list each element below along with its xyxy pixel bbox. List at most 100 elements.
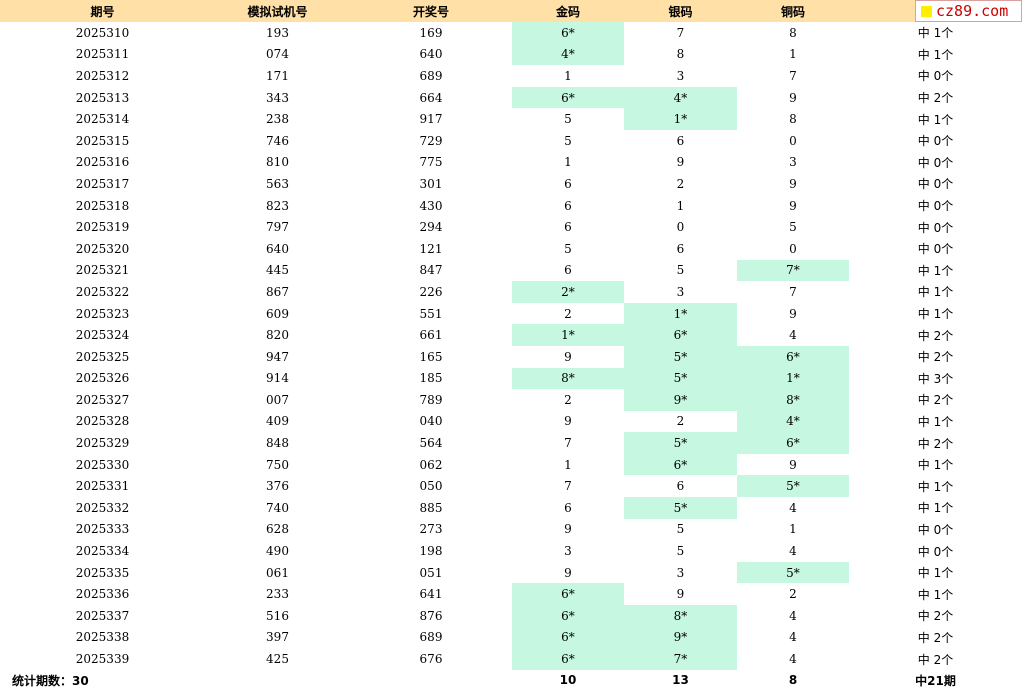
table-row: 2025310 193 169 6* 7 8 中 1个 xyxy=(0,22,1022,44)
hit-total: 中21期 xyxy=(915,673,956,688)
hit-cell: 中 0个 xyxy=(917,134,954,149)
draw-number-cell: 294 xyxy=(419,220,443,235)
gold-cell: 7 xyxy=(564,479,572,494)
hit-cell: 中 1个 xyxy=(917,26,954,41)
hit-cell: 中 1个 xyxy=(917,501,954,516)
gold-cell: 6 xyxy=(564,220,572,235)
sim-number-cell: 238 xyxy=(266,112,289,127)
silver-cell: 5 xyxy=(676,522,685,537)
bronze-cell: 9 xyxy=(789,176,797,191)
silver-cell: 9* xyxy=(624,626,737,649)
header-silver: 银码 xyxy=(624,0,737,22)
draw-number-cell: 661 xyxy=(419,328,443,343)
gold-cell: 6 xyxy=(564,263,572,278)
gold-cell: 5 xyxy=(564,133,572,148)
draw-number-cell: 165 xyxy=(419,349,443,364)
hit-cell: 中 1个 xyxy=(917,414,954,429)
gold-cell: 6 xyxy=(564,500,572,515)
header-gold: 金码 xyxy=(512,0,624,22)
sim-number-cell: 516 xyxy=(266,608,289,623)
sim-number-cell: 007 xyxy=(266,392,289,407)
silver-cell: 5* xyxy=(624,432,737,454)
draw-number-cell: 564 xyxy=(419,436,443,451)
period-cell: 2025328 xyxy=(75,414,130,429)
period-cell: 2025319 xyxy=(75,220,130,235)
bronze-cell: 2 xyxy=(789,587,797,602)
period-cell: 2025318 xyxy=(75,198,130,213)
sim-number-cell: 490 xyxy=(266,544,289,559)
gold-cell: 5 xyxy=(564,112,572,127)
period-cell: 2025324 xyxy=(75,328,130,343)
sim-number-cell: 233 xyxy=(266,587,289,602)
sim-number-cell: 409 xyxy=(266,414,289,429)
period-cell: 2025338 xyxy=(75,630,130,645)
gold-cell: 8* xyxy=(512,367,624,390)
draw-number-cell: 847 xyxy=(419,263,443,278)
bronze-cell: 0 xyxy=(789,133,797,148)
header-draw-number: 开奖号 xyxy=(350,0,512,22)
draw-number-cell: 664 xyxy=(419,90,443,105)
sim-number-cell: 445 xyxy=(266,263,289,278)
period-cell: 2025316 xyxy=(75,155,130,170)
bronze-cell: 9 xyxy=(789,457,797,472)
silver-cell: 7 xyxy=(676,25,685,40)
bronze-cell: 4 xyxy=(789,652,797,667)
table-row: 2025319 797 294 6 0 5 中 0个 xyxy=(0,216,1022,238)
period-cell: 2025322 xyxy=(75,284,130,299)
hit-cell: 中 1个 xyxy=(917,587,954,602)
hit-cell: 中 3个 xyxy=(917,371,954,386)
table-row: 2025326 914 185 8* 5* 1* 中 3个 xyxy=(0,367,1022,390)
table-row: 2025315 746 729 5 6 0 中 0个 xyxy=(0,130,1022,152)
sim-number-cell: 171 xyxy=(266,68,289,83)
gold-cell: 5 xyxy=(564,241,572,256)
gold-cell: 6* xyxy=(512,648,624,670)
gold-cell: 1* xyxy=(512,324,624,346)
gold-cell: 6* xyxy=(512,583,624,606)
draw-number-cell: 676 xyxy=(419,652,443,667)
bronze-total: 8 xyxy=(788,673,798,688)
sim-number-cell: 397 xyxy=(266,630,289,645)
draw-number-cell: 198 xyxy=(419,544,443,559)
sim-number-cell: 740 xyxy=(266,500,289,515)
draw-number-cell: 640 xyxy=(419,47,443,62)
silver-cell: 3 xyxy=(676,565,685,580)
site-watermark[interactable]: cz89.com xyxy=(915,0,1022,22)
table-row: 2025336 233 641 6* 9 2 中 1个 xyxy=(0,583,1022,606)
bronze-cell: 7* xyxy=(737,259,849,282)
bronze-cell: 7 xyxy=(789,284,797,299)
silver-cell: 9* xyxy=(624,389,737,411)
period-count: 统计期数：30 xyxy=(12,673,89,688)
period-cell: 2025331 xyxy=(75,479,130,494)
period-cell: 2025330 xyxy=(75,457,130,472)
hit-cell: 中 2个 xyxy=(917,393,954,408)
silver-cell: 1* xyxy=(624,108,737,130)
draw-number-cell: 551 xyxy=(419,306,443,321)
period-cell: 2025336 xyxy=(75,587,130,602)
gold-cell: 4* xyxy=(512,43,624,66)
draw-number-cell: 185 xyxy=(419,371,443,386)
period-cell: 2025317 xyxy=(75,176,130,191)
hit-cell: 中 2个 xyxy=(917,436,954,451)
header-sim-number: 模拟试机号 xyxy=(205,0,350,22)
gold-cell: 3 xyxy=(564,544,572,559)
draw-number-cell: 876 xyxy=(419,608,443,623)
period-cell: 2025326 xyxy=(75,371,130,386)
silver-cell: 5* xyxy=(624,345,737,368)
gold-cell: 2 xyxy=(564,306,572,321)
sim-number-cell: 823 xyxy=(266,198,289,213)
period-cell: 2025333 xyxy=(75,522,130,537)
sim-number-cell: 074 xyxy=(266,47,289,62)
gold-cell: 6 xyxy=(564,176,572,191)
silver-cell: 6 xyxy=(676,133,685,148)
sim-number-cell: 425 xyxy=(266,652,289,667)
silver-cell: 3 xyxy=(676,284,685,299)
table-row: 2025312 171 689 1 3 7 中 0个 xyxy=(0,65,1022,87)
draw-number-cell: 917 xyxy=(419,112,443,127)
table-row: 2025334 490 198 3 5 4 中 0个 xyxy=(0,540,1022,562)
table-row: 2025328 409 040 9 2 4* 中 1个 xyxy=(0,410,1022,433)
period-cell: 2025339 xyxy=(75,652,130,667)
silver-cell: 5 xyxy=(676,263,685,278)
square-icon xyxy=(921,5,932,17)
draw-number-cell: 040 xyxy=(419,414,443,429)
